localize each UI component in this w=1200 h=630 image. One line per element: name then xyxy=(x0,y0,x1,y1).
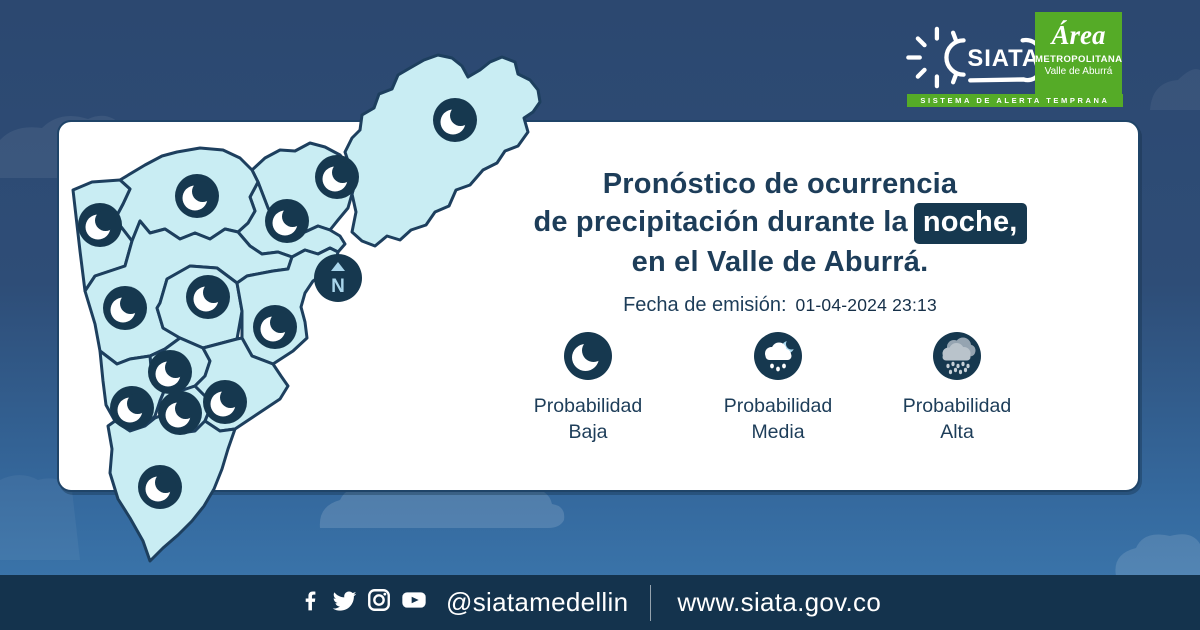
area-logo-line2: Valle de Aburrá xyxy=(1044,66,1113,77)
page-title-line3: en el Valle de Aburrá. xyxy=(631,246,929,278)
highlight-noche-chip: noche, xyxy=(913,203,1027,244)
legend-label-line2: Baja xyxy=(568,421,608,443)
cloud-heavy-rain-icon xyxy=(931,330,983,382)
emission-timestamp: 01-04-2024 23:13 xyxy=(795,295,937,315)
facebook-icon[interactable] xyxy=(298,588,323,618)
cloud-shape xyxy=(1115,534,1200,576)
legend-label-line1: Probabilidad xyxy=(533,395,643,417)
cloud-drizzle-moon-icon xyxy=(752,330,804,382)
moon-icon xyxy=(562,330,614,382)
website-url: www.siata.gov.co xyxy=(677,587,882,617)
area-metropolitana-logo: Área METROPOLITANA Valle de Aburrá xyxy=(1035,12,1122,94)
legend-label-line1: Probabilidad xyxy=(723,395,833,417)
legend-label-line2: Alta xyxy=(940,421,974,443)
legend-item-media: Probabilidad Media xyxy=(683,330,873,445)
legend-label-line2: Media xyxy=(751,421,805,443)
footer-bar: @siatamedellin www.siata.gov.co xyxy=(0,575,1200,630)
legend-label: Probabilidad Baja xyxy=(493,393,683,445)
legend-label: Probabilidad Alta xyxy=(862,393,1052,445)
page-title-line1: Pronóstico de ocurrencia xyxy=(602,168,958,200)
legend-item-baja: Probabilidad Baja xyxy=(493,330,683,445)
svg-text:SIATA: SIATA xyxy=(967,45,1040,72)
emission-label: Fecha de emisión: xyxy=(623,294,787,316)
page-title-line2: de precipitación durante la noche, xyxy=(470,203,1090,244)
youtube-icon[interactable] xyxy=(400,586,428,619)
footer-divider xyxy=(650,584,652,621)
social-handle: @siatamedellin xyxy=(446,587,629,617)
forecast-title-block: Pronóstico de ocurrencia de precipitació… xyxy=(470,166,1090,317)
cloud-shape xyxy=(1150,69,1200,110)
emission-row: Fecha de emisión: 01-04-2024 23:13 xyxy=(470,294,1090,317)
legend-label-line1: Probabilidad xyxy=(902,395,1012,417)
title-line2-text: de precipitación durante la xyxy=(533,206,908,238)
social-icons xyxy=(298,586,428,619)
siata-tagline: SISTEMA DE ALERTA TEMPRANA xyxy=(907,94,1123,107)
instagram-icon[interactable] xyxy=(366,587,392,618)
legend-item-alta: Probabilidad Alta xyxy=(862,330,1052,445)
twitter-icon[interactable] xyxy=(331,587,358,619)
legend-label: Probabilidad Media xyxy=(683,393,873,445)
area-logo-line1: METROPOLITANA xyxy=(1035,54,1122,65)
area-logo-script: Área xyxy=(1051,20,1106,50)
